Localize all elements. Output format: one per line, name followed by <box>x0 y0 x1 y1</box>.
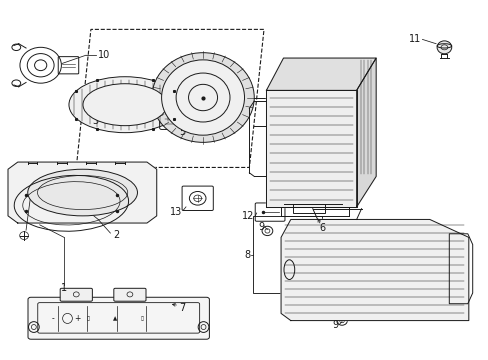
Text: 8: 8 <box>244 249 250 260</box>
Text: 11: 11 <box>408 35 420 44</box>
Polygon shape <box>356 58 375 207</box>
Text: 10: 10 <box>98 50 110 60</box>
Text: 6: 6 <box>319 224 325 233</box>
FancyBboxPatch shape <box>28 297 209 339</box>
Text: -: - <box>51 314 54 323</box>
Text: +: + <box>74 314 80 323</box>
Ellipse shape <box>176 73 229 122</box>
FancyBboxPatch shape <box>114 288 146 301</box>
FancyBboxPatch shape <box>60 288 92 301</box>
Text: 7: 7 <box>179 303 185 313</box>
Text: 3: 3 <box>93 116 99 126</box>
Ellipse shape <box>83 84 167 126</box>
Text: 13: 13 <box>169 207 182 217</box>
Text: ▲: ▲ <box>113 316 117 321</box>
Text: 12: 12 <box>242 211 254 221</box>
Text: 5: 5 <box>179 127 185 136</box>
Ellipse shape <box>152 53 254 142</box>
Polygon shape <box>8 162 157 223</box>
Text: 4: 4 <box>28 186 34 196</box>
Polygon shape <box>266 90 356 207</box>
Text: ▯: ▯ <box>87 316 90 321</box>
Ellipse shape <box>69 77 181 133</box>
Polygon shape <box>266 58 375 90</box>
Text: ▯: ▯ <box>141 316 143 321</box>
Bar <box>252 216 322 293</box>
Text: 1: 1 <box>61 283 67 293</box>
Ellipse shape <box>436 41 451 54</box>
Text: 9: 9 <box>257 222 264 231</box>
Text: 2: 2 <box>113 230 119 239</box>
Text: 9: 9 <box>332 320 338 330</box>
Ellipse shape <box>28 169 137 216</box>
Ellipse shape <box>161 60 244 135</box>
Polygon shape <box>281 220 468 320</box>
